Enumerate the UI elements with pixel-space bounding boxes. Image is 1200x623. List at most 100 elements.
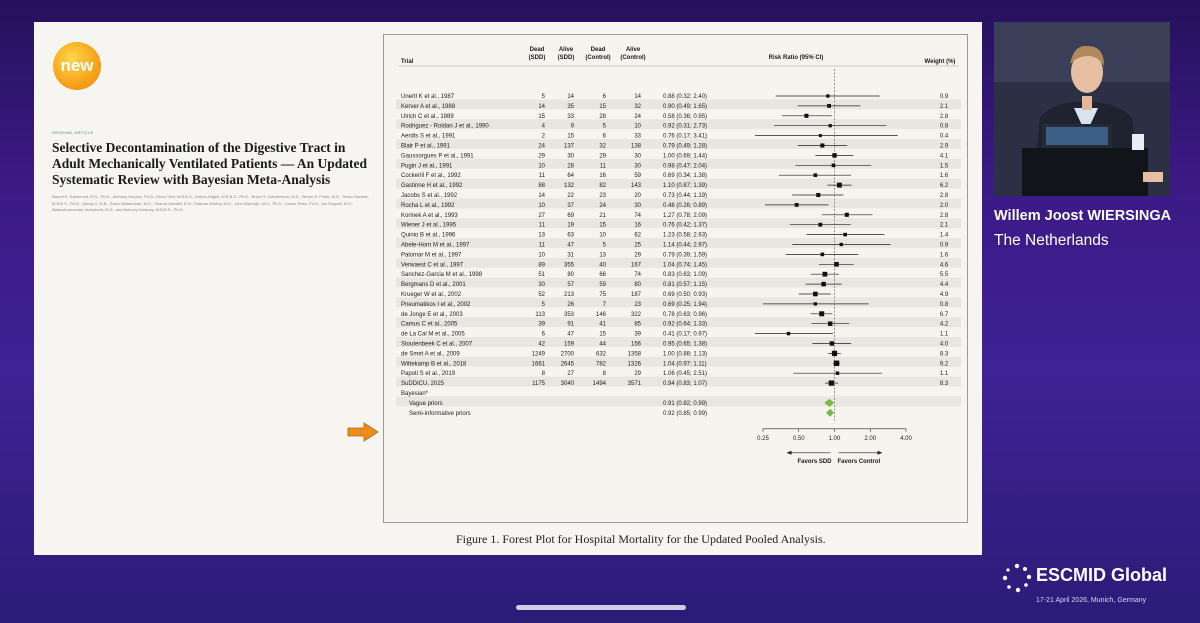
alive-sdd-cell: 159 — [564, 342, 575, 348]
weight-cell: 1.5 — [940, 163, 949, 169]
alive-control-cell: 167 — [631, 262, 642, 268]
weight-cell: 5.5 — [940, 272, 949, 278]
alive-control-cell: 187 — [631, 292, 642, 298]
risk-ratio-cell: 0.88 (0.32; 2.40) — [663, 94, 707, 100]
trial-name: Palomar M et al., 1997 — [401, 252, 462, 258]
alive-control-cell: 23 — [634, 302, 641, 308]
trial-name: Sanchez-Garcia M et al., 1998 — [401, 272, 483, 278]
new-badge: new — [53, 42, 101, 90]
weight-cell: 6.2 — [940, 183, 949, 189]
point-estimate-square — [818, 222, 823, 227]
weight-cell: 1.1 — [940, 332, 949, 338]
risk-ratio-cell: 0.73 (0.44; 1.19) — [663, 193, 707, 199]
alive-control-cell: 74 — [634, 272, 641, 278]
alive-control-cell: 30 — [634, 163, 641, 169]
point-estimate-square — [831, 350, 838, 357]
escmid-logo: ESCMID Global 17-21 April 2026, Munich, … — [1002, 563, 1167, 604]
dead-sdd-cell: 2 — [542, 134, 546, 140]
risk-ratio-cell: 0.69 (0.34; 1.38) — [663, 173, 707, 179]
dead-control-cell: 41 — [599, 322, 606, 328]
weight-cell: 8.3 — [940, 351, 949, 357]
risk-ratio-cell: 1.14 (0.44; 2.97) — [663, 243, 707, 249]
risk-ratio-cell: 0.48 (0.26; 0.89) — [663, 203, 707, 209]
dead-control-cell: 5 — [603, 124, 607, 130]
alive-sdd-cell: 47 — [567, 332, 574, 338]
point-estimate-square — [833, 360, 840, 367]
row-stripe — [396, 396, 961, 407]
speaker-name: Willem Joost WIERSINGA — [994, 208, 1172, 224]
dead-control-cell: 44 — [599, 342, 606, 348]
dead-control-cell: 1494 — [593, 381, 607, 387]
risk-ratio-cell: 0.79 (0.39; 1.59) — [663, 252, 707, 258]
dead-sdd-cell: 5 — [542, 94, 546, 100]
point-estimate-square — [827, 321, 833, 326]
dead-control-cell: 23 — [599, 193, 606, 199]
point-estimate-square — [844, 212, 849, 217]
risk-ratio-cell: 0.95 (0.65; 1.38) — [663, 342, 707, 348]
row-stripe — [396, 337, 961, 347]
alive-sdd-cell: 63 — [567, 233, 574, 239]
trial-name: de La Cal M et al., 2005 — [401, 332, 465, 338]
dead-control-cell: 15 — [599, 332, 606, 338]
risk-ratio-cell: 1.23 (0.58; 2.63) — [663, 233, 707, 239]
weight-cell: 1.6 — [940, 173, 949, 179]
weight-cell: 1.1 — [940, 371, 949, 377]
row-stripe — [396, 158, 961, 169]
dead-sdd-cell: 13 — [538, 233, 545, 239]
forest-plot-svg: Trial Dead (SDD) Alive (SDD) Dead (Control) Ali… — [396, 47, 961, 465]
row-stripe — [396, 218, 961, 229]
risk-ratio-cell: 0.92 (0.31; 2.73) — [663, 124, 707, 130]
risk-ratio-cell: 0.76 (0.42; 1.37) — [663, 223, 707, 229]
alive-control-cell: 29 — [634, 252, 641, 258]
dead-sdd-cell: 39 — [538, 322, 545, 328]
dead-control-cell: 5 — [603, 243, 607, 249]
point-estimate-square — [804, 113, 809, 118]
pooled-diamond — [824, 398, 834, 407]
alive-sdd-cell: 2700 — [561, 351, 575, 357]
alive-control-cell: 3571 — [628, 381, 642, 387]
trial-name: Quinio B et al., 1996 — [401, 233, 456, 239]
article-authors: Naomi E. Hammond, R.N., Ph.D., Anthony D… — [52, 194, 369, 212]
risk-ratio-cell: 0.69 (0.50; 0.93) — [663, 292, 707, 298]
point-estimate-square — [794, 202, 799, 207]
dead-control-cell: 8 — [603, 371, 607, 377]
speaker-video — [994, 22, 1170, 196]
presentation-slide: new ORIGINAL ARTICLE Selective Decontami… — [34, 22, 982, 555]
orange-arrow-right-icon — [347, 422, 379, 442]
trial-name: de Jonge E et al., 2003 — [401, 312, 463, 318]
weight-cell: 1.4 — [940, 233, 949, 239]
alive-sdd-cell: 353 — [564, 312, 575, 318]
home-indicator-bar[interactable] — [516, 605, 686, 610]
figure-caption: Figure 1. Forest Plot for Hospital Morta… — [456, 532, 826, 546]
favors-control-label: Favors Control — [838, 459, 881, 465]
trial-name: Gaussorgues P et al., 1991 — [401, 153, 474, 159]
point-estimate-square — [822, 271, 828, 277]
alive-control-cell: 30 — [634, 153, 641, 159]
weight-cell: 2.1 — [940, 104, 949, 110]
dead-sdd-cell: 5 — [542, 302, 546, 308]
trial-name: Kerver A et al., 1988 — [401, 104, 456, 110]
weight-cell: 0.8 — [940, 302, 949, 308]
dead-control-cell: 6 — [603, 134, 607, 140]
dead-control-cell: 24 — [599, 203, 606, 209]
alive-control-cell: 20 — [634, 193, 641, 199]
alive-control-cell: 16 — [634, 223, 641, 229]
risk-ratio-cell: 0.41 (0.17; 0.97) — [663, 332, 707, 338]
alive-sdd-cell: 2645 — [561, 361, 575, 367]
dead-sdd-cell: 10 — [538, 203, 545, 209]
alive-control-cell: 143 — [631, 183, 642, 189]
trial-name: Papoti S et al., 2019 — [401, 371, 456, 377]
point-estimate-square — [819, 311, 825, 317]
favors-control-arrowhead — [877, 450, 883, 455]
dead-sdd-cell: 1249 — [532, 351, 546, 357]
article-label: ORIGINAL ARTICLE — [52, 130, 94, 135]
risk-ratio-cell: 0.79 (0.49; 1.28) — [663, 144, 707, 150]
trial-name: Unertl K et al., 1987 — [401, 94, 455, 100]
dead-control-cell: 16 — [599, 173, 606, 179]
dead-sdd-cell: 15 — [538, 114, 545, 120]
alive-control-cell: 33 — [634, 134, 641, 140]
risk-ratio-cell: 0.78 (0.63; 0.96) — [663, 312, 707, 318]
alive-control-cell: 1326 — [628, 361, 642, 367]
row-stripe — [396, 356, 961, 367]
alive-control-cell: 85 — [634, 322, 641, 328]
